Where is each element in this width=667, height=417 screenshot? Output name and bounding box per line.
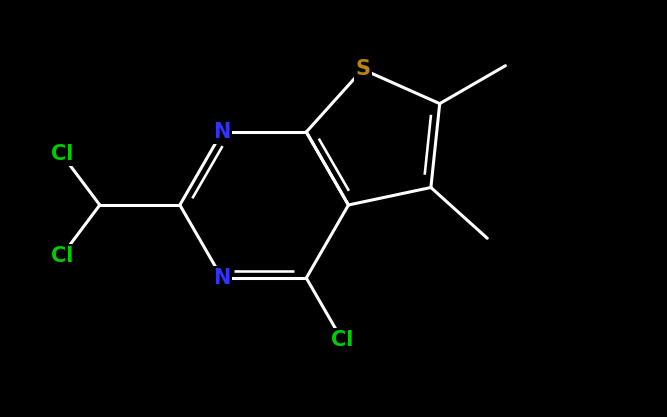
Text: N: N (213, 122, 231, 142)
Text: Cl: Cl (331, 330, 354, 350)
Text: S: S (356, 59, 370, 79)
Text: Cl: Cl (51, 246, 73, 266)
Text: N: N (213, 268, 231, 288)
Text: Cl: Cl (51, 144, 73, 164)
